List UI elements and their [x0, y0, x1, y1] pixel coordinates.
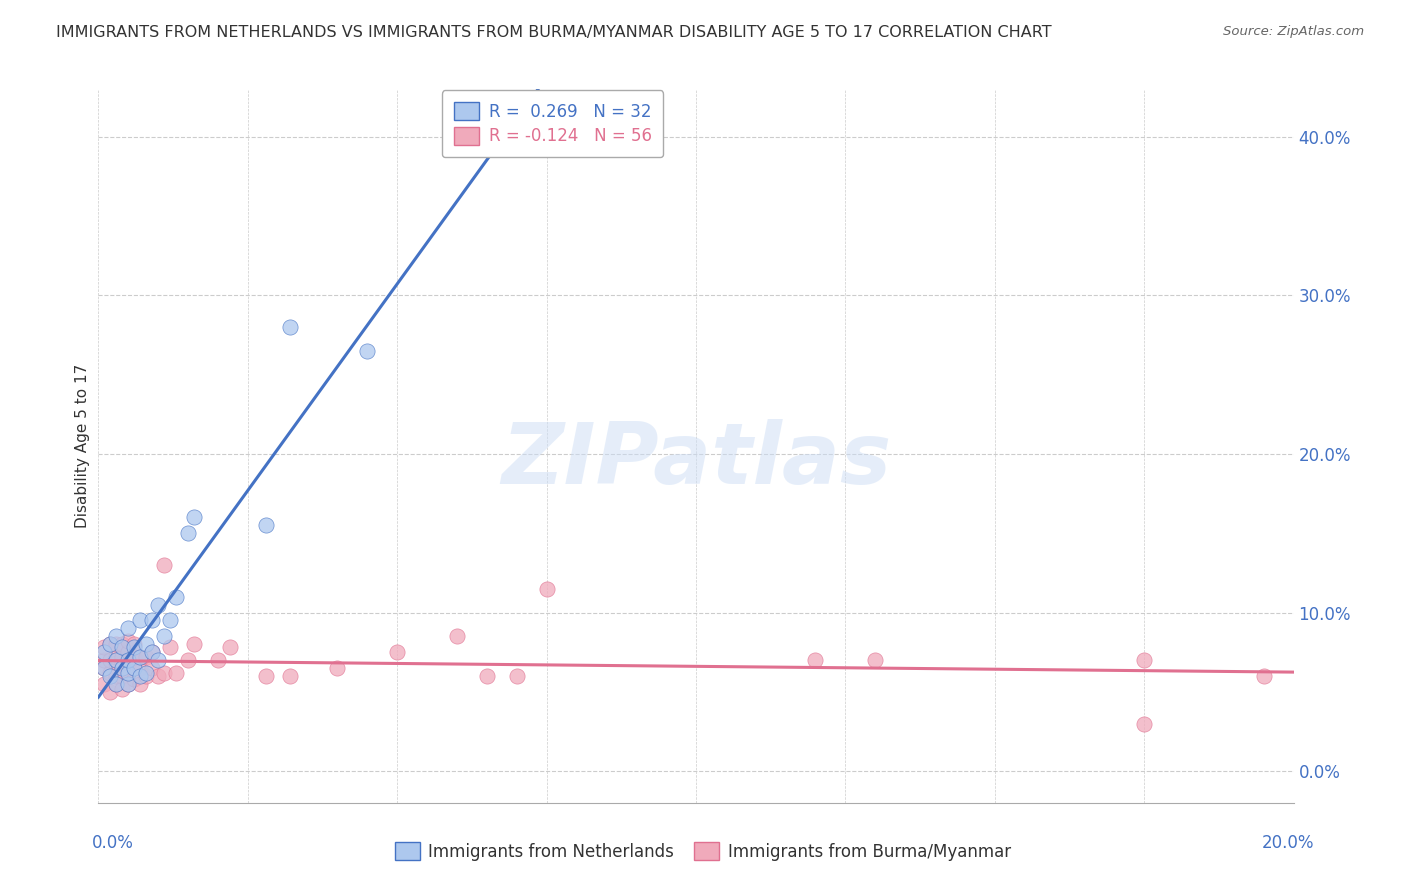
Point — [153, 629, 176, 643]
Point — [105, 669, 128, 683]
Point — [177, 526, 200, 541]
Point — [98, 637, 122, 651]
Point — [278, 320, 301, 334]
Point — [117, 621, 139, 635]
Point — [153, 558, 176, 572]
Point — [98, 685, 122, 699]
Point — [135, 665, 157, 680]
Point — [506, 669, 529, 683]
Point — [124, 661, 146, 675]
Point — [165, 665, 187, 680]
Point — [124, 649, 146, 664]
Point — [141, 645, 163, 659]
Point — [1253, 669, 1275, 683]
Text: IMMIGRANTS FROM NETHERLANDS VS IMMIGRANTS FROM BURMA/MYANMAR DISABILITY AGE 5 TO: IMMIGRANTS FROM NETHERLANDS VS IMMIGRANT… — [56, 25, 1052, 40]
Y-axis label: Disability Age 5 to 17: Disability Age 5 to 17 — [75, 364, 90, 528]
Text: ZIPatlas: ZIPatlas — [501, 418, 891, 502]
Point — [117, 653, 139, 667]
Point — [219, 640, 242, 655]
Point — [165, 590, 187, 604]
Point — [446, 629, 468, 643]
Point — [105, 629, 128, 643]
Text: 0.0%: 0.0% — [91, 834, 134, 852]
Point — [153, 665, 176, 680]
Point — [111, 669, 134, 683]
Point — [117, 645, 139, 659]
Point — [148, 653, 170, 667]
Point — [159, 640, 181, 655]
Point — [356, 343, 378, 358]
Point — [129, 649, 152, 664]
Point — [141, 661, 163, 675]
Point — [124, 637, 146, 651]
Point — [105, 657, 128, 671]
Point — [475, 669, 498, 683]
Legend: Immigrants from Netherlands, Immigrants from Burma/Myanmar: Immigrants from Netherlands, Immigrants … — [388, 836, 1018, 868]
Point — [159, 614, 181, 628]
Point — [385, 645, 409, 659]
Point — [105, 649, 128, 664]
Point — [148, 669, 170, 683]
Point — [117, 677, 139, 691]
Point — [98, 665, 122, 680]
Point — [865, 653, 887, 667]
Point — [93, 661, 115, 675]
Point — [98, 669, 122, 683]
Point — [117, 657, 139, 671]
Text: Source: ZipAtlas.com: Source: ZipAtlas.com — [1223, 25, 1364, 38]
Point — [141, 645, 163, 659]
Point — [129, 677, 152, 691]
Point — [804, 653, 827, 667]
Point — [1133, 653, 1156, 667]
Point — [111, 681, 134, 696]
Point — [135, 669, 157, 683]
Point — [536, 582, 558, 596]
Point — [124, 640, 146, 655]
Point — [117, 634, 139, 648]
Point — [111, 637, 134, 651]
Point — [207, 653, 229, 667]
Point — [93, 677, 115, 691]
Point — [111, 649, 134, 664]
Point — [135, 637, 157, 651]
Point — [278, 669, 301, 683]
Point — [129, 661, 152, 675]
Point — [98, 637, 122, 651]
Point — [129, 614, 152, 628]
Point — [254, 518, 277, 533]
Point — [105, 677, 128, 691]
Point — [93, 653, 115, 667]
Point — [1133, 716, 1156, 731]
Point — [93, 640, 115, 655]
Point — [183, 637, 205, 651]
Point — [129, 649, 152, 664]
Point — [105, 637, 128, 651]
Point — [93, 645, 115, 659]
Point — [135, 649, 157, 664]
Legend: R =  0.269   N = 32, R = -0.124   N = 56: R = 0.269 N = 32, R = -0.124 N = 56 — [441, 90, 664, 157]
Point — [326, 661, 349, 675]
Point — [254, 669, 277, 683]
Point — [98, 653, 122, 667]
Text: 20.0%: 20.0% — [1263, 834, 1315, 852]
Point — [105, 677, 128, 691]
Point — [141, 614, 163, 628]
Point — [124, 672, 146, 686]
Point — [111, 661, 134, 675]
Point — [183, 510, 205, 524]
Point — [105, 653, 128, 667]
Point — [148, 598, 170, 612]
Point — [93, 661, 115, 675]
Point — [117, 665, 139, 680]
Point — [129, 669, 152, 683]
Point — [117, 665, 139, 680]
Point — [111, 640, 134, 655]
Point — [111, 657, 134, 671]
Point — [177, 653, 200, 667]
Point — [124, 661, 146, 675]
Point — [117, 677, 139, 691]
